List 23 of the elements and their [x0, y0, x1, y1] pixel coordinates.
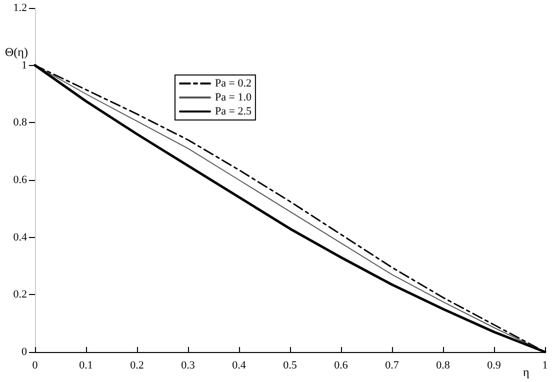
y-tick-label: 0.2 — [13, 288, 27, 301]
y-tick-label: 0.6 — [13, 174, 28, 186]
x-tick-label: 0.4 — [232, 360, 246, 372]
y-axis-title: Θ(η) — [5, 45, 28, 59]
x-tick-label: 0 — [32, 360, 38, 372]
x-axis-title: η — [523, 365, 530, 379]
x-tick-label: 0.3 — [181, 360, 196, 372]
legend-label: Pa = 0.2 — [215, 78, 252, 90]
y-tick-label: 1.2 — [13, 2, 27, 14]
x-tick-label: 0.6 — [334, 360, 348, 372]
x-tick-label: 0.1 — [79, 360, 93, 372]
x-tick-label: 0.8 — [436, 360, 450, 372]
y-tick-label: 0.4 — [13, 231, 28, 244]
x-tick-label: 0.2 — [130, 360, 144, 372]
y-tick-label: 1 — [22, 59, 27, 72]
x-tick-label: 0.5 — [283, 360, 298, 372]
y-tick-label: 0.8 — [13, 116, 28, 129]
x-tick-label: 0.9 — [487, 360, 502, 372]
legend-label: Pa = 2.5 — [215, 106, 252, 118]
x-tick-label: 0.7 — [385, 360, 400, 372]
legend-label: Pa = 1.0 — [215, 92, 252, 104]
y-tick-label: 0 — [22, 346, 28, 358]
x-tick-label: 1 — [542, 360, 548, 372]
